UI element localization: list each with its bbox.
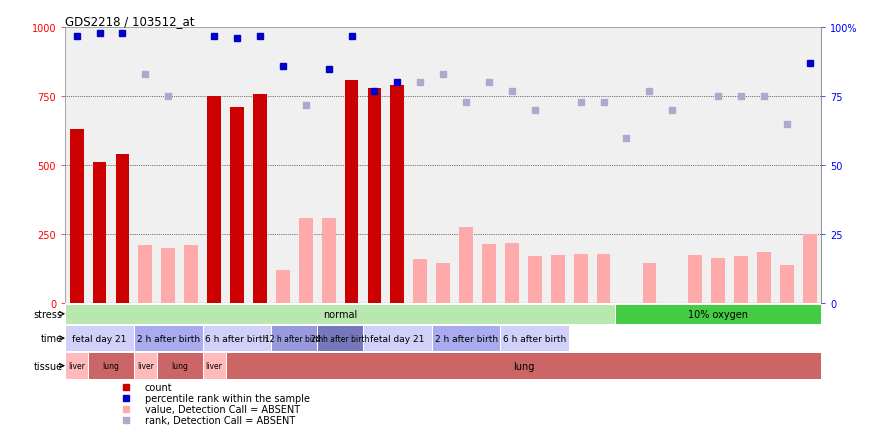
Bar [345,81,358,303]
Text: liver: liver [68,362,85,370]
Bar [134,352,156,379]
Bar [482,244,496,303]
Bar [368,89,381,303]
Bar [574,254,587,303]
Bar [734,257,748,303]
Bar [363,325,432,352]
Bar [505,243,519,303]
Bar [322,218,335,303]
Bar [134,325,202,352]
Text: fetal day 21: fetal day 21 [72,334,127,343]
Bar [230,108,244,303]
Bar [780,265,793,303]
Text: rank, Detection Call = ABSENT: rank, Detection Call = ABSENT [144,415,295,425]
Text: liver: liver [206,362,222,370]
Bar [528,257,541,303]
Text: 2 h after birth: 2 h after birth [136,334,200,343]
Bar [202,325,271,352]
Bar [253,94,267,303]
Bar [390,86,404,303]
Bar [299,218,313,303]
Text: value, Detection Call = ABSENT: value, Detection Call = ABSENT [144,404,300,414]
Text: 6 h after birth: 6 h after birth [205,334,269,343]
Bar [757,253,771,303]
Bar [156,352,202,379]
Text: stress: stress [34,309,63,319]
Text: 10% oxygen: 10% oxygen [688,309,748,319]
Text: lung: lung [171,362,189,370]
Bar [116,155,129,303]
Bar [88,352,134,379]
Bar [615,304,821,324]
Bar [711,258,725,303]
Bar [93,163,106,303]
Text: normal: normal [323,309,357,319]
Bar [432,325,501,352]
Bar [688,255,702,303]
Bar [642,263,656,303]
Bar [226,352,821,379]
Text: GDS2218 / 103512_at: GDS2218 / 103512_at [65,15,195,28]
Text: count: count [144,382,172,392]
Bar [184,246,198,303]
Bar [276,270,289,303]
Bar [65,304,615,324]
Bar [207,97,221,303]
Bar [138,246,152,303]
Bar [202,352,226,379]
Bar [70,130,83,303]
Text: 12 h after birth: 12 h after birth [265,334,323,343]
Bar [414,260,428,303]
Text: 2 h after birth: 2 h after birth [434,334,498,343]
Bar [803,235,817,303]
Bar [459,228,473,303]
Text: lung: lung [103,362,119,370]
Text: lung: lung [513,361,534,371]
Bar [317,325,363,352]
Bar [551,255,565,303]
Text: 6 h after birth: 6 h after birth [503,334,567,343]
Bar [162,248,176,303]
Bar [65,325,134,352]
Bar [436,263,450,303]
Text: 24 h after birth: 24 h after birth [311,334,369,343]
Text: tissue: tissue [34,361,63,371]
Bar [501,325,569,352]
Text: liver: liver [137,362,154,370]
Text: percentile rank within the sample: percentile rank within the sample [144,393,309,403]
Bar [65,352,88,379]
Bar [271,325,317,352]
Text: fetal day 21: fetal day 21 [370,334,425,343]
Bar [597,254,610,303]
Text: time: time [41,333,63,343]
